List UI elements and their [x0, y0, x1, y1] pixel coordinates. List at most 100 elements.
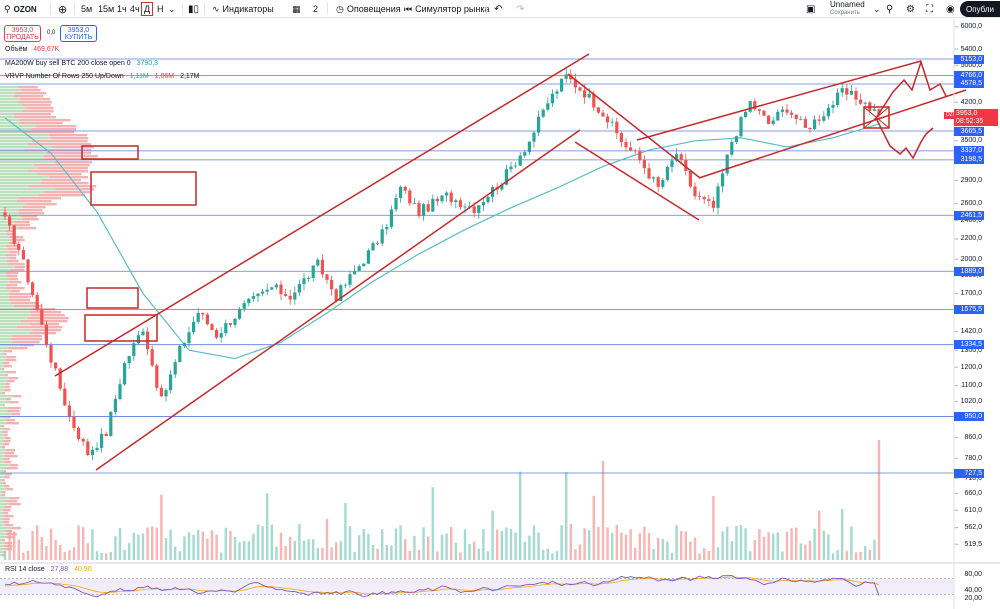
sell-button[interactable]: 3953,0 ПРОДАТЬ	[4, 25, 41, 42]
volume-profile-up-row	[0, 413, 12, 416]
wedge-lower-line[interactable]	[574, 141, 700, 221]
buy-button[interactable]: 3953,0 КУПИТЬ	[60, 25, 97, 42]
volume-profile-up-row	[0, 545, 5, 548]
redo-icon[interactable]: ↷	[516, 3, 525, 15]
candle	[376, 240, 380, 246]
volume-profile-down-row	[2, 446, 6, 449]
candle-body	[546, 103, 550, 110]
volume-profile-up-row	[0, 221, 14, 224]
symbol-search[interactable]: ⚲ OZON	[4, 0, 37, 18]
interval-1h[interactable]: 1ч	[117, 4, 127, 14]
candle-body	[684, 159, 688, 171]
volume-bar	[95, 551, 99, 560]
volume-profile-down-row	[21, 110, 54, 113]
candle-body	[767, 115, 771, 124]
interval-week[interactable]: Н	[157, 4, 164, 14]
candle	[385, 223, 389, 235]
profile-box-4[interactable]	[84, 314, 158, 342]
volume-bar	[105, 553, 108, 560]
candle-body	[215, 330, 219, 338]
interval-day[interactable]: Д	[141, 0, 154, 18]
channel-upper-line[interactable]	[54, 53, 590, 377]
candle-body	[270, 287, 274, 290]
volume-profile-down-row	[22, 206, 46, 209]
publish-button[interactable]: Опубли	[960, 1, 1000, 17]
alerts-button[interactable]: ◷ Оповещения	[336, 0, 401, 18]
rising-wedge-lower-line[interactable]	[698, 89, 967, 179]
channel-lower-line[interactable]	[95, 129, 581, 471]
volume-profile-up-row	[0, 398, 6, 401]
profile-box-1[interactable]	[81, 145, 139, 160]
current-price-box[interactable]	[863, 106, 890, 129]
camera-icon[interactable]: ◉	[946, 3, 955, 15]
volume-profile-down-row	[6, 275, 18, 278]
volume-bar	[661, 539, 664, 560]
chevron-down-icon[interactable]: ⌄	[873, 3, 881, 14]
volume-profile-down-row	[14, 116, 57, 119]
candles-icon[interactable]: ▮▯	[188, 3, 200, 15]
candle	[389, 205, 393, 229]
projection-down-path[interactable]	[875, 117, 934, 160]
projection-up-path[interactable]	[875, 59, 947, 119]
interval-15m[interactable]: 15м	[98, 4, 115, 14]
candle	[67, 401, 71, 422]
candle	[435, 196, 439, 206]
candle-body	[12, 225, 16, 244]
quick-search-icon[interactable]: ⚲	[886, 3, 894, 15]
candle-body	[638, 151, 642, 160]
candle	[817, 114, 821, 126]
pattern-drawings[interactable]	[54, 53, 967, 471]
volume-profile-up-row	[0, 293, 10, 296]
candle-body	[518, 155, 522, 166]
vrvp-legend[interactable]: VRVP Number Of Rows 250 Up/Down 1,11M 1,…	[5, 73, 200, 80]
candle-body	[164, 390, 168, 397]
settings-gear-icon[interactable]: ⚙	[906, 3, 915, 15]
candle-body	[813, 119, 817, 130]
layout-icon[interactable]: ▣	[806, 3, 816, 15]
candle	[514, 162, 518, 169]
candle	[422, 203, 426, 221]
volume-bar	[431, 487, 434, 560]
top-toolbar: ⚲ OZON ⊕ 5м 15м 1ч 4ч Д Н ⌄ ▮▯ ∿ Индикат…	[0, 0, 1000, 18]
wedge-upper-line[interactable]	[567, 73, 701, 179]
volume-bar	[247, 541, 250, 560]
volume-profile-down-row	[4, 506, 12, 509]
rsi-legend[interactable]: RSI 14 close 27,88 40,90	[5, 566, 92, 573]
candle-body	[688, 170, 692, 187]
candle	[201, 312, 205, 320]
compare-plus-icon[interactable]: ⊕	[58, 3, 68, 16]
profile-box-2[interactable]	[90, 171, 197, 206]
toolbar-divider	[74, 3, 75, 15]
rsi-tick-label: 40,00	[964, 587, 982, 595]
ma-legend[interactable]: MA200W buy sell BTC 200 close open 0 379…	[5, 60, 158, 67]
chevron-down-icon[interactable]: ⌄	[168, 3, 176, 14]
undo-icon[interactable]: ↶	[494, 3, 503, 15]
candle	[606, 113, 610, 129]
toolbar-divider	[182, 3, 183, 15]
volume-profile-up-row	[0, 503, 10, 506]
candle	[799, 115, 803, 121]
volume-legend-value: 469,67K	[33, 46, 60, 53]
candle-body	[564, 74, 568, 79]
volume-profile-down-row	[1, 368, 5, 371]
replay-button[interactable]: ⏮ Симулятор рынка	[404, 0, 489, 18]
volume-profile-up-row	[0, 86, 19, 89]
candle	[238, 307, 242, 320]
volume-profile-up-row	[0, 464, 11, 467]
candle-body	[560, 78, 564, 92]
indicators-button[interactable]: ∿ Индикаторы	[212, 0, 274, 18]
candle	[155, 363, 159, 392]
interval-5m[interactable]: 5м	[81, 4, 93, 14]
profile-box-3[interactable]	[86, 287, 139, 309]
fullscreen-icon[interactable]: ⛶	[926, 3, 933, 15]
layout-name[interactable]: Unnamed Сохранить	[830, 1, 865, 17]
candle-body	[652, 177, 656, 179]
volume-bar	[220, 552, 223, 560]
candle-body	[826, 107, 830, 117]
interval-4h[interactable]: 4ч	[130, 4, 140, 14]
volume-legend[interactable]: Объём 469,67K	[5, 46, 59, 53]
rising-wedge-upper-line[interactable]	[636, 60, 922, 141]
templates-grid-icon[interactable]: ▦	[292, 3, 301, 14]
candle	[808, 127, 812, 133]
